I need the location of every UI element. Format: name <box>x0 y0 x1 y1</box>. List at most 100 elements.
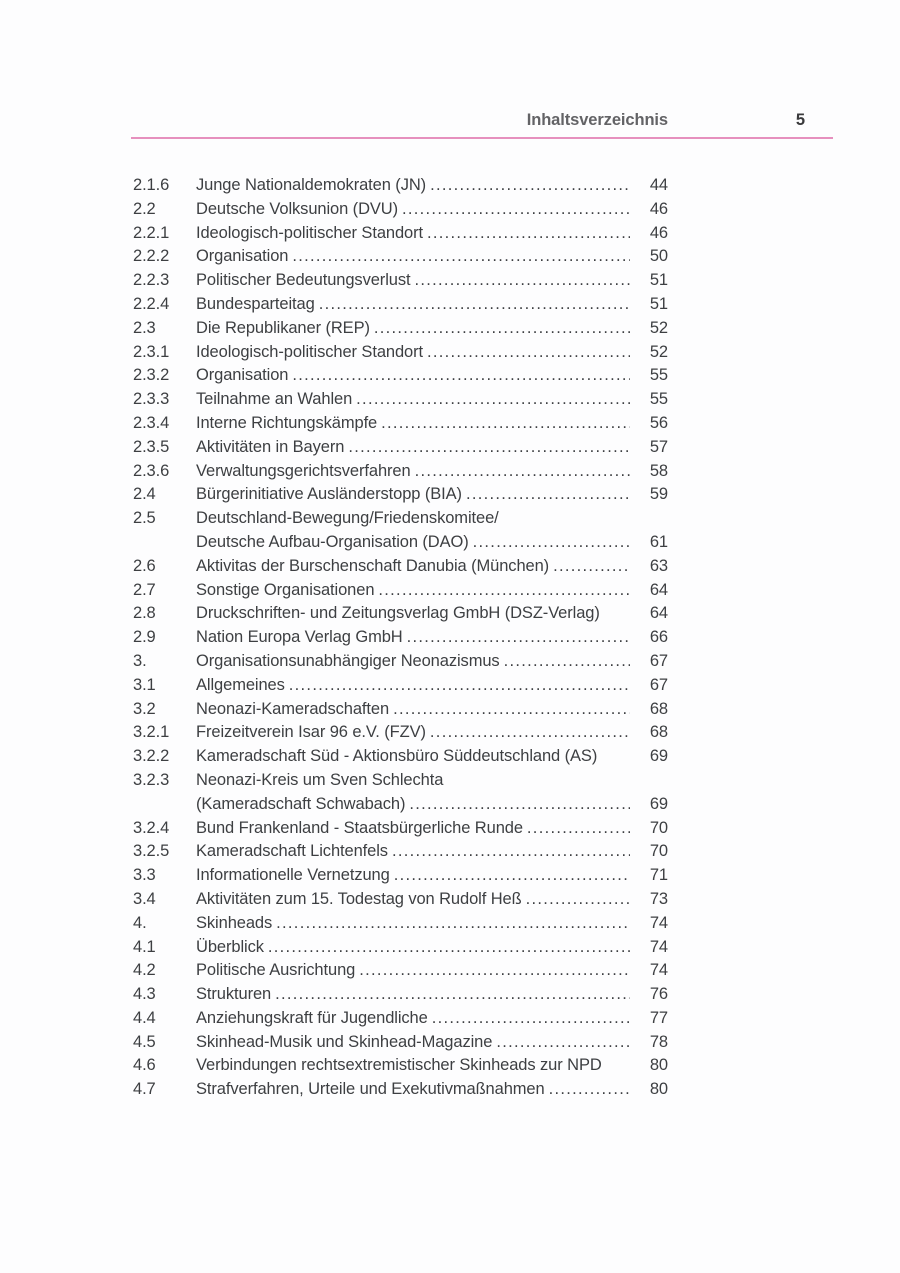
toc-entry: 3.1 Allgemeines..........................… <box>133 674 668 698</box>
toc-entry-title: Freizeitverein Isar 96 e.V. (FZV) <box>196 723 426 742</box>
toc-entry: 4.3 Strukturen...........................… <box>133 983 668 1007</box>
toc-entry: 2.3.5 Aktivitäten in Bayern..............… <box>133 436 668 460</box>
toc-entry-number: 3.2.1 <box>133 723 170 742</box>
dot-leader: ........................................… <box>381 413 630 432</box>
toc-entry-page: 46 <box>649 199 668 218</box>
dot-leader: ........................................… <box>427 223 630 242</box>
toc-entry-number: 3.2.3 <box>133 770 170 789</box>
dot-leader: ........................................… <box>393 866 630 885</box>
toc-entry: 4.5 Skinhead-Musik und Skinhead-Magazine.… <box>133 1031 668 1055</box>
toc-entry: 2.3 Die Republikaner (REP)...............… <box>133 317 668 341</box>
dot-leader: ........................................… <box>465 485 630 504</box>
dot-leader: ........................................… <box>356 390 630 409</box>
toc-entry-title: Interne Richtungskämpfe <box>196 413 378 432</box>
toc-entry: 4.2 Politische Ausrichtung...............… <box>133 959 668 983</box>
dot-leader: ........................................… <box>427 342 630 361</box>
toc-entry-number: 4.6 <box>133 1056 156 1075</box>
toc-entry-page: 57 <box>649 437 668 456</box>
toc-entry-title: Allgemeines <box>196 675 285 694</box>
toc-entry: 4.1 Überblick............................… <box>133 936 668 960</box>
toc-entry: 2.3.4 Interne Richtungskämpfe............… <box>133 412 668 436</box>
toc-entry-number: 3.3 <box>133 866 156 885</box>
toc-entry-page: 68 <box>649 723 668 742</box>
toc-entry-page: 66 <box>649 628 668 647</box>
toc-entry-page: 70 <box>649 818 668 837</box>
toc-entry-number: 2.5 <box>133 509 156 528</box>
dot-leader <box>602 1054 630 1078</box>
toc-entry-title: Druckschriften- und Zeitungsverlag GmbH … <box>196 604 600 623</box>
toc-entry-title: Bürgerinitiative Ausländerstopp (BIA) <box>196 485 462 504</box>
page-number: 5 <box>795 111 805 129</box>
toc-entry-number: 2.3.4 <box>133 413 170 432</box>
toc-list: 2.1.6 Junge Nationaldemokraten (JN)......… <box>133 174 668 1102</box>
dot-leader: ........................................… <box>429 723 630 742</box>
dot-leader: ........................................… <box>292 366 630 385</box>
toc-entry-page: 80 <box>649 1080 668 1099</box>
dot-leader: ........................................… <box>359 961 630 980</box>
toc-entry-page: 74 <box>649 937 668 956</box>
toc-entry-title: Strafverfahren, Urteile und Exekutivmaßn… <box>196 1080 545 1099</box>
toc-entry: 2.3.1 Ideologisch-politischer Standort...… <box>133 341 668 365</box>
toc-entry-title: Kameradschaft Lichtenfels <box>196 842 388 861</box>
toc-entry-number: 2.9 <box>133 628 156 647</box>
toc-entry-title: Aktivitäten in Bayern <box>196 437 345 456</box>
toc-entry-page: 68 <box>649 699 668 718</box>
dot-leader: ........................................… <box>267 937 630 956</box>
toc-entry-page: 80 <box>649 1056 668 1075</box>
toc-entry-page: 51 <box>649 271 668 290</box>
dot-leader: ........................................… <box>391 842 630 861</box>
toc-entry-number: 4. <box>133 913 147 932</box>
toc-entry-number: 3.2.5 <box>133 842 170 861</box>
toc-entry: 3.2.1 Freizeitverein Isar 96 e.V. (FZV)..… <box>133 721 668 745</box>
dot-leader: ........................................… <box>276 913 630 932</box>
toc-entry-page: 74 <box>649 961 668 980</box>
toc-entry: 3.2.3 Neonazi-Kreis um Sven Schlechta (Kam… <box>133 769 668 817</box>
toc-entry-page: 70 <box>649 842 668 861</box>
toc-entry: 2.9 Nation Europa Verlag GmbH............… <box>133 626 668 650</box>
toc-entry: 4.6 Verbindungen rechtsextremistischer Sk… <box>133 1054 668 1078</box>
toc-entry-number: 4.4 <box>133 1008 156 1027</box>
toc-entry: 2.3.6 Verwaltungsgerichtsverfahren.......… <box>133 460 668 484</box>
toc-entry-page: 56 <box>649 413 668 432</box>
toc-entry-title: Strukturen <box>196 985 272 1004</box>
toc-entry-number: 3. <box>133 651 147 670</box>
toc-entry-title: Skinhead-Musik und Skinhead-Magazine <box>196 1032 493 1051</box>
page-header-title: Inhaltsverzeichnis <box>526 111 668 129</box>
toc-entry-title: Organisation <box>196 247 289 266</box>
toc-entry: 4. Skinheads.............................… <box>133 912 668 936</box>
toc-entry-number: 2.3.1 <box>133 342 170 361</box>
toc-entry-page: 55 <box>649 390 668 409</box>
toc-entry-number: 3.2.2 <box>133 747 170 766</box>
toc-entry: 2.2.2 Organisation.......................… <box>133 245 668 269</box>
toc-entry-number: 3.4 <box>133 889 156 908</box>
toc-entry-page: 67 <box>649 651 668 670</box>
toc-entry-page: 69 <box>649 794 668 813</box>
toc-entry-title: Bund Frankenland - Staatsbürgerliche Run… <box>196 818 523 837</box>
dot-leader: ........................................… <box>373 318 630 337</box>
toc-entry: 3.4 Aktivitäten zum 15. Todestag von Rudo… <box>133 888 668 912</box>
toc-entry: 2.2.1 Ideologisch-politischer Standort...… <box>133 222 668 246</box>
toc-entry-title: Aktivitäten zum 15. Todestag von Rudolf … <box>196 889 522 908</box>
toc-entry-page: 63 <box>649 556 668 575</box>
dot-leader: ........................................… <box>348 437 630 456</box>
toc-entry: 2.3.3 Teilnahme an Wahlen................… <box>133 388 668 412</box>
toc-entry-number: 3.1 <box>133 675 156 694</box>
toc-entry-number: 2.6 <box>133 556 156 575</box>
toc-entry: 2.2 Deutsche Volksunion (DVU)............… <box>133 198 668 222</box>
toc-entry-title: Anziehungskraft für Jugendliche <box>196 1008 428 1027</box>
toc-entry-page: 74 <box>649 913 668 932</box>
toc-entry: 3.2.4 Bund Frankenland - Staatsbürgerlich… <box>133 817 668 841</box>
toc-entry-page: 69 <box>649 747 668 766</box>
toc-entry-number: 2.2 <box>133 199 156 218</box>
toc-entry-page: 55 <box>649 366 668 385</box>
toc-entry-number: 3.2.4 <box>133 818 170 837</box>
dot-leader: ........................................… <box>288 675 630 694</box>
toc-entry-page: 58 <box>649 461 668 480</box>
toc-entry: 3.2 Neonazi-Kameradschaften..............… <box>133 698 668 722</box>
dot-leader: ........................................… <box>496 1032 630 1051</box>
toc-entry-page: 67 <box>649 675 668 694</box>
toc-entry-page: 46 <box>649 223 668 242</box>
toc-entry-number: 2.1.6 <box>133 176 170 194</box>
dot-leader: ........................................… <box>402 199 630 218</box>
toc-entry-title: Deutsche Volksunion (DVU) <box>196 199 399 218</box>
